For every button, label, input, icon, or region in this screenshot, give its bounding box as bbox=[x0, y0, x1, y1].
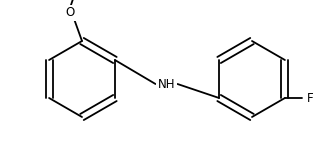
Text: F: F bbox=[307, 91, 314, 105]
Text: NH: NH bbox=[158, 77, 175, 91]
Text: O: O bbox=[65, 6, 75, 20]
